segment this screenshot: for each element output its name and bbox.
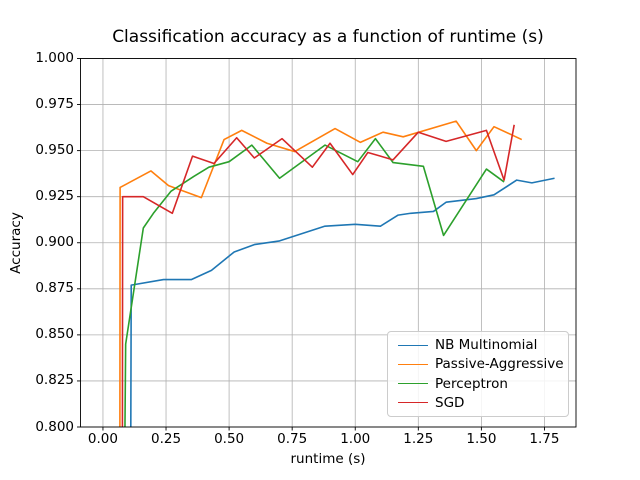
legend-item: SGD xyxy=(388,395,568,411)
legend-label: Perceptron xyxy=(435,375,508,392)
legend-item: Perceptron xyxy=(388,376,568,392)
y-tick-label: 0.900 xyxy=(35,234,74,251)
legend-label: NB Multinomial xyxy=(435,337,538,354)
x-tick-label: 0.75 xyxy=(277,431,308,447)
y-tick-label: 0.800 xyxy=(35,418,74,435)
legend-label: Passive-Aggressive xyxy=(435,356,564,373)
y-tick-label: 0.825 xyxy=(35,372,74,389)
x-tick-label: 1.75 xyxy=(529,431,560,447)
series-line-perceptron xyxy=(124,137,505,427)
y-tick-label: 1.000 xyxy=(35,50,74,66)
y-axis-label: Accuracy xyxy=(8,212,24,274)
chart-title: Classification accuracy as a function of… xyxy=(112,27,544,47)
y-tick-label: 0.950 xyxy=(35,142,74,159)
legend-line-sample xyxy=(398,383,428,385)
x-axis-label: runtime (s) xyxy=(290,451,366,467)
x-tick-label: 1.25 xyxy=(403,431,434,447)
x-tick-label: 1.50 xyxy=(466,431,497,447)
legend-line-sample xyxy=(398,363,428,365)
legend-line-sample xyxy=(398,344,428,346)
legend: NB Multinomial Passive-Aggressive Perceptr… xyxy=(387,331,569,417)
y-tick-label: 0.875 xyxy=(35,280,74,297)
x-tick-label: 0.25 xyxy=(150,431,182,447)
legend-line-sample xyxy=(398,402,428,404)
y-tick-label: 0.925 xyxy=(35,188,74,205)
legend-item: Passive-Aggressive xyxy=(388,356,568,372)
y-tick-label: 0.850 xyxy=(35,326,74,343)
x-tick-label: 0.50 xyxy=(214,431,245,447)
y-tick-label: 0.975 xyxy=(35,96,74,113)
x-tick-label: 0.00 xyxy=(87,431,118,447)
legend-label: SGD xyxy=(435,394,465,411)
legend-item: NB Multinomial xyxy=(388,337,568,353)
x-tick-label: 1.00 xyxy=(340,431,371,447)
series-line-sgd xyxy=(121,124,515,427)
series-line-nb-multinomial xyxy=(130,177,555,427)
